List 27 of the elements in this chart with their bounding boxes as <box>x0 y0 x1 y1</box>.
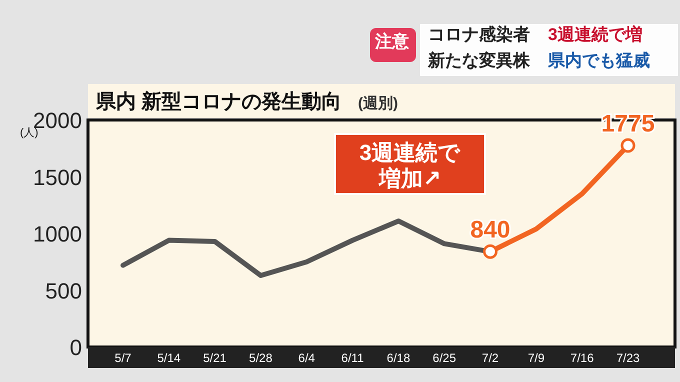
x-tick-label: 5/7 <box>114 351 132 365</box>
x-tick-label: 5/21 <box>203 351 227 365</box>
y-tick-label: 0 <box>70 335 82 360</box>
x-tick-label: 6/25 <box>432 351 456 365</box>
x-tick-label: 5/28 <box>249 351 273 365</box>
annotation: 増加↗ <box>378 166 442 191</box>
chart-subtitle: (週別) <box>358 95 398 112</box>
chart-title: 県内 新型コロナの発生動向 <box>95 90 342 113</box>
y-tick-label: 1000 <box>33 222 82 246</box>
x-tick-label: 6/18 <box>386 351 410 365</box>
annotation: 3週連続で <box>359 140 461 165</box>
y-axis-title: (人) <box>20 127 38 139</box>
text: 注意 <box>374 32 410 51</box>
x-tick-label: 7/23 <box>616 351 640 365</box>
x-tick-label: 7/2 <box>482 351 499 365</box>
text: 3週連続で増 <box>548 24 642 44</box>
x-tick-label: 5/14 <box>157 351 181 365</box>
y-tick-label: 500 <box>45 278 82 304</box>
y-tick-label: 1500 <box>33 164 82 190</box>
x-tick-label: 7/16 <box>570 351 594 365</box>
x-tick-label: 6/11 <box>341 351 364 365</box>
text: コロナ感染者 <box>428 25 530 44</box>
text: 新たな変異株 <box>427 51 531 70</box>
x-tick-label: 7/9 <box>528 351 545 365</box>
x-tick-label: 6/4 <box>298 351 316 365</box>
text: 県内でも猛威 <box>547 51 650 70</box>
data-label: 840 <box>470 216 510 244</box>
